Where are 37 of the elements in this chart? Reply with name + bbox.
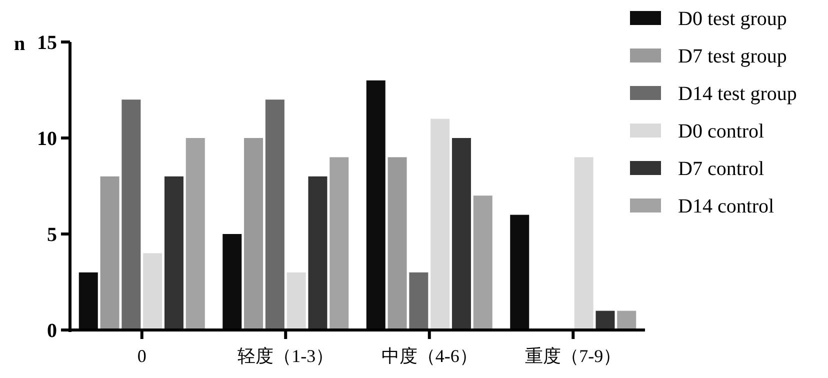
bar	[409, 272, 428, 330]
bar	[596, 310, 615, 330]
bar	[78, 272, 98, 330]
legend-label: D14 control	[678, 196, 775, 218]
bar	[430, 118, 450, 330]
y-axis-title: n	[14, 33, 26, 55]
bar	[286, 272, 306, 330]
y-tick-label: 0	[47, 320, 57, 342]
bar	[308, 176, 328, 330]
x-tick-label: 中度（4-6）	[381, 346, 478, 366]
x-tick-label: 轻度（1-3）	[238, 346, 334, 366]
legend-label: D0 control	[678, 120, 765, 142]
bar	[388, 157, 407, 330]
bar	[222, 234, 242, 330]
bar	[473, 196, 492, 330]
legend-label: D0 test group	[678, 8, 787, 30]
y-tick-label: 5	[47, 224, 57, 246]
bar	[330, 157, 349, 330]
bar	[164, 176, 184, 330]
bar	[452, 138, 471, 330]
bar	[100, 176, 120, 330]
legend-label: D14 test group	[678, 83, 797, 105]
bar	[186, 138, 205, 330]
y-tick-label: 15	[37, 32, 57, 54]
bar	[366, 80, 386, 330]
bar	[265, 100, 284, 330]
y-tick-label: 10	[37, 128, 57, 150]
x-tick-label: 0	[137, 346, 146, 366]
legend-label: D7 test group	[678, 46, 787, 68]
bar	[122, 100, 141, 330]
x-tick-label: 重度（7-9）	[525, 346, 622, 366]
bar	[143, 253, 162, 330]
bar	[617, 310, 636, 330]
bar	[244, 138, 264, 330]
bar	[574, 157, 594, 330]
bar	[510, 214, 530, 330]
legend-label: D7 control	[678, 158, 765, 180]
